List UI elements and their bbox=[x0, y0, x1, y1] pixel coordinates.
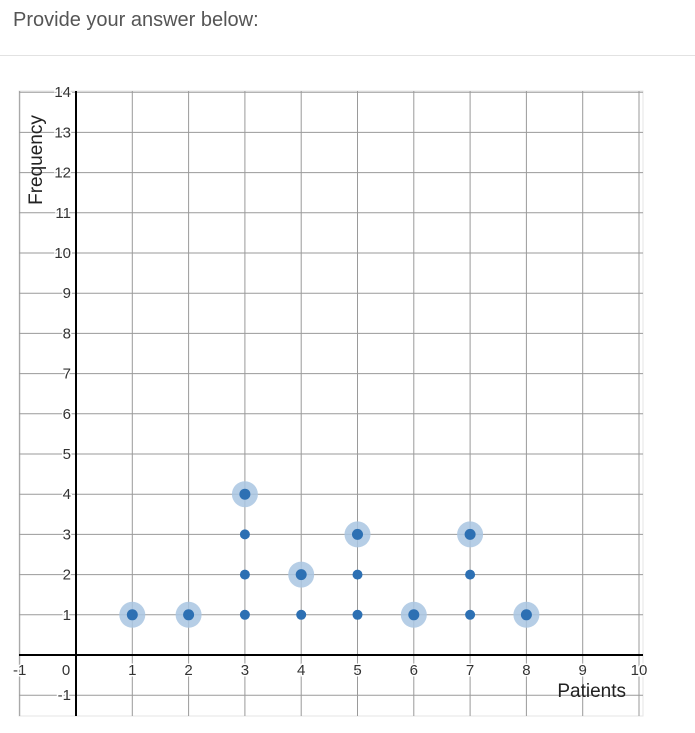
x-tick-label: 6 bbox=[410, 662, 418, 679]
x-tick-label: 5 bbox=[353, 662, 361, 679]
y-tick-label: 11 bbox=[55, 205, 71, 222]
x-tick-label: 4 bbox=[297, 662, 305, 679]
dot-plot-points[interactable] bbox=[119, 481, 540, 628]
data-point[interactable] bbox=[465, 569, 476, 580]
data-point[interactable] bbox=[408, 609, 420, 621]
y-tick-label: 2 bbox=[63, 567, 71, 584]
y-axis-label: Frequency bbox=[26, 115, 47, 205]
data-point[interactable] bbox=[239, 529, 250, 540]
y-tick-label: 8 bbox=[63, 325, 71, 342]
data-point[interactable] bbox=[239, 609, 250, 620]
y-tick-label: 13 bbox=[54, 124, 71, 141]
y-tick-label: 5 bbox=[63, 446, 71, 463]
y-tick-label: 3 bbox=[63, 526, 71, 543]
data-point[interactable] bbox=[296, 609, 307, 620]
x-tick-label: 7 bbox=[466, 662, 474, 679]
data-point[interactable] bbox=[239, 488, 251, 500]
x-tick-label: 0 bbox=[62, 662, 70, 679]
prompt-text: Provide your answer below: bbox=[13, 9, 259, 31]
x-tick-label: 3 bbox=[241, 662, 249, 679]
data-point[interactable] bbox=[520, 609, 532, 621]
data-point[interactable] bbox=[352, 528, 363, 540]
data-point[interactable] bbox=[352, 609, 363, 620]
data-point[interactable] bbox=[464, 528, 476, 540]
y-tick-label: 9 bbox=[63, 285, 71, 302]
data-point[interactable] bbox=[126, 609, 138, 621]
grid-lines bbox=[19, 91, 643, 716]
x-tick-label: 8 bbox=[522, 662, 530, 679]
y-tick-label: 6 bbox=[63, 406, 71, 423]
y-tick-label: 1 bbox=[63, 607, 71, 624]
y-tick-label: -1 bbox=[58, 687, 71, 704]
divider bbox=[0, 55, 695, 56]
x-tick-label: 9 bbox=[579, 662, 587, 679]
y-tick-label: 12 bbox=[54, 165, 71, 182]
y-tick-label: 10 bbox=[54, 245, 71, 262]
x-tick-label: 1 bbox=[128, 662, 136, 679]
data-point[interactable] bbox=[239, 569, 250, 580]
data-point[interactable] bbox=[183, 609, 195, 621]
y-tick-label: 7 bbox=[63, 366, 71, 383]
y-tick-label: 14 bbox=[54, 84, 71, 101]
x-axis-label: Patients bbox=[557, 681, 626, 702]
data-point[interactable] bbox=[465, 609, 476, 620]
y-tick-label: 4 bbox=[63, 486, 71, 503]
data-point[interactable] bbox=[295, 569, 307, 581]
x-tick-label: 10 bbox=[631, 662, 648, 679]
graph-frame bbox=[18, 90, 644, 717]
x-tick-label: -1 bbox=[13, 662, 26, 679]
axes bbox=[19, 91, 643, 716]
x-tick-label: 2 bbox=[184, 662, 192, 679]
data-point[interactable] bbox=[352, 569, 363, 580]
